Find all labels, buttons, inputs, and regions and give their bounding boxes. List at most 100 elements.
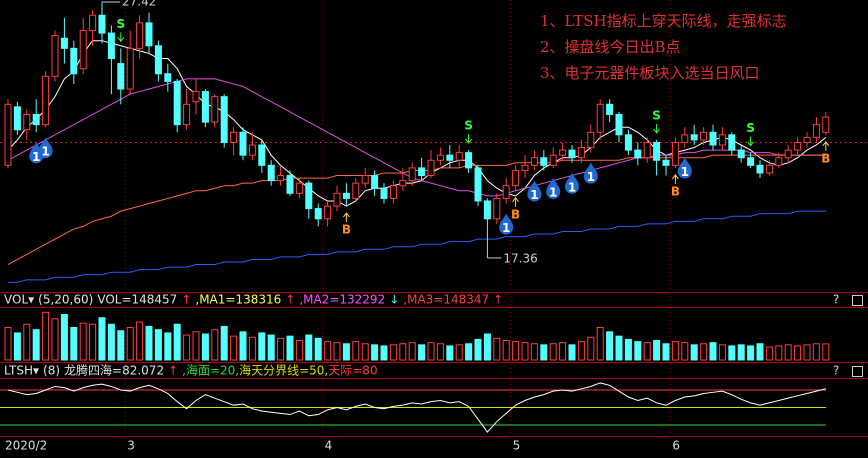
sell-signal: S [652,108,661,122]
candle-body [700,131,708,141]
volume-bar [681,342,689,361]
sell-signal: S [464,119,473,133]
candle-body [126,47,134,90]
volume-bar [653,340,661,361]
volume-bar [530,343,538,361]
volume-bar [277,337,285,361]
signal-count: 1 [530,188,538,202]
volume-bar [568,344,576,361]
candle-body [192,91,200,103]
signal-arrow [512,196,519,207]
candle-body [718,134,726,146]
candle-body [361,175,369,184]
candle-body [794,141,802,151]
buy-signal: B [671,184,680,198]
help-button[interactable]: ? [833,293,839,307]
volume-bar [775,345,783,361]
candle-body [183,103,191,126]
volume-bar [502,340,510,361]
volume-bar [239,331,247,361]
header-item: 天际=80 [328,364,377,378]
candle-body [286,175,294,194]
candle-body [747,157,755,166]
sell-signal: S [116,17,125,31]
volume-bar [812,343,820,361]
signal-arrow [822,140,830,151]
volume-bar [549,343,557,361]
candle-body [173,80,181,126]
volume-bar [371,344,379,361]
candle-body [60,37,68,49]
moving-average-line [8,210,826,283]
candle-body [493,197,501,220]
candle-body [756,164,764,174]
volume-bar [662,343,670,361]
signal-count: 1 [568,180,576,194]
volume-bar [342,343,350,361]
moving-average-line [7,154,826,266]
candle-body [295,182,303,194]
volume-bar [389,344,397,361]
window-icon[interactable] [852,295,863,306]
volume-bar [474,338,482,361]
volume-bar [493,337,501,361]
candle-body [662,159,670,166]
volume-bar [352,341,360,361]
window-icon[interactable] [852,366,863,377]
candle-body [624,134,632,151]
candle-body [653,141,661,161]
volume-bar [718,344,726,361]
volume-bar [765,346,773,361]
signal-drop [565,172,579,194]
volume-bar [408,342,416,361]
x-tick-label: 3 [127,439,135,453]
candle-body [512,169,520,187]
candle-body [502,185,510,199]
candle-body [596,103,604,133]
candle-body [784,149,792,159]
candle-body [201,91,209,123]
x-tick-label: 5 [513,439,521,453]
candle-body [540,157,548,166]
candle-body [267,164,275,182]
volume-bar [596,327,604,361]
candle-body [765,164,773,174]
candle-body [577,147,585,159]
volume-bar [803,344,811,361]
candle-body [728,134,736,151]
volume-bar [230,335,238,361]
candle-body [615,113,623,136]
signal-drop [29,142,44,164]
signal-arrow [465,134,472,144]
signal-arrow [747,136,754,147]
signal-count: 1 [549,185,557,199]
candle-body [521,164,529,171]
candle-body [352,182,360,199]
volume-bar [248,336,256,361]
volume-bar [286,335,294,361]
x-tick-label: 4 [325,439,333,453]
candle-body [42,75,50,126]
volume-bar [70,327,78,361]
header-item: ,海面=20, [182,363,239,378]
candle-body [23,113,31,131]
header-item: (8) [43,364,60,378]
volume-bar [512,341,520,361]
candle-body [812,124,820,138]
candle-body [164,73,172,82]
candle-body [671,141,679,166]
volume-bar [117,330,125,361]
candle-body [230,131,238,143]
candle-body [634,149,642,159]
candle-body [98,14,106,34]
candle-body [681,134,689,143]
high-label: 27.42 [122,0,156,9]
candle-body [314,208,322,220]
volume-bar [98,317,106,361]
volume-bar [794,345,802,361]
signal-drop [546,177,561,199]
candle-body [220,96,228,143]
help-button[interactable]: ? [833,364,839,378]
moving-average-line [7,40,827,207]
volume-bar [465,343,473,361]
